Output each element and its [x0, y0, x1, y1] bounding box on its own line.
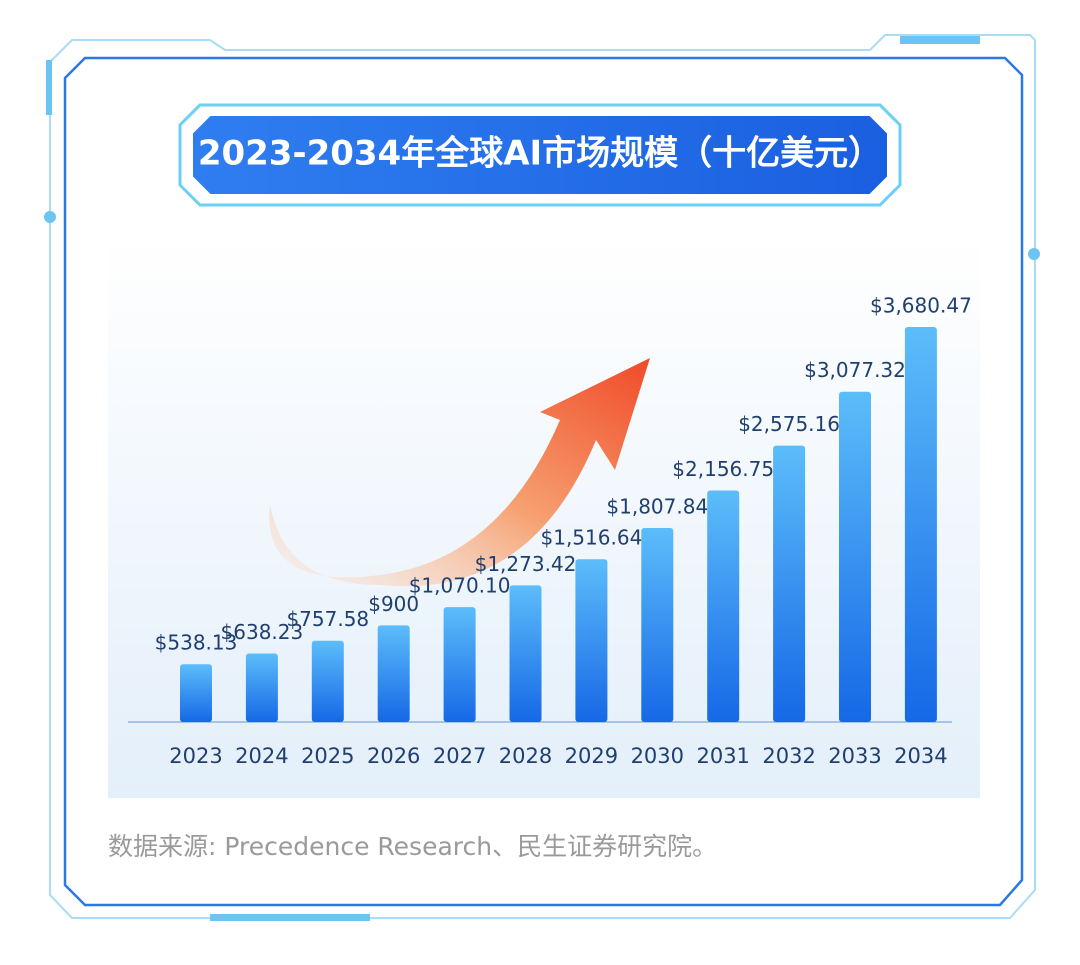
x-tick-label: 2033: [828, 744, 881, 768]
value-label: $1,516.64: [541, 526, 643, 550]
x-tick-label: 2028: [499, 744, 552, 768]
bar: [443, 607, 476, 722]
value-label: $3,680.47: [870, 294, 972, 318]
value-label: $900: [368, 592, 419, 616]
trend-arrow: [269, 358, 650, 587]
bar: [904, 327, 937, 722]
title-banner: [191, 114, 889, 196]
x-tick-label: 2023: [169, 744, 222, 768]
value-label: $2,575.16: [738, 412, 840, 436]
value-label: $2,156.75: [672, 457, 774, 481]
x-tick-label: 2032: [762, 744, 815, 768]
bar: [245, 653, 278, 722]
bar: [509, 585, 542, 722]
x-tick-label: 2034: [894, 744, 947, 768]
value-label: $1,807.84: [606, 494, 708, 518]
bar: [707, 490, 740, 722]
outer-frame: [49, 34, 1036, 919]
chart-title: 2023-2034年全球AI市场规模（十亿美元）: [198, 134, 882, 174]
frame-dot: [1028, 248, 1040, 260]
x-tick-label: 2030: [631, 744, 684, 768]
frame-accent: [210, 914, 370, 921]
value-label: $1,070.10: [409, 574, 511, 598]
x-tick-label: 2024: [235, 744, 288, 768]
source-note: 数据来源: Precedence Research、民生证券研究院。: [108, 832, 717, 861]
bar: [641, 527, 674, 722]
x-tick-label: 2031: [696, 744, 749, 768]
frame-dot: [44, 211, 56, 223]
value-label: $1,273.42: [475, 552, 577, 576]
value-label: $638.23: [221, 620, 304, 644]
x-tick-label: 2029: [565, 744, 618, 768]
bars: $538.13 2023 $638.23 2024 $757.58 2025 $900 202…: [155, 294, 972, 769]
bar: [311, 640, 344, 722]
value-label: $3,077.32: [804, 358, 906, 382]
value-label: $757.58: [286, 607, 369, 631]
bar: [377, 625, 410, 722]
bar: [773, 445, 806, 722]
bar: [180, 664, 212, 722]
bar: [575, 559, 608, 722]
title-border: [178, 103, 902, 207]
value-label: $538.13: [155, 631, 238, 655]
frame-accent: [900, 36, 980, 44]
x-tick-label: 2026: [367, 744, 420, 768]
x-tick-label: 2025: [301, 744, 354, 768]
frame-accent: [46, 60, 52, 115]
x-tick-label: 2027: [433, 744, 486, 768]
bar: [839, 391, 871, 722]
inner-frame: [63, 56, 1024, 907]
